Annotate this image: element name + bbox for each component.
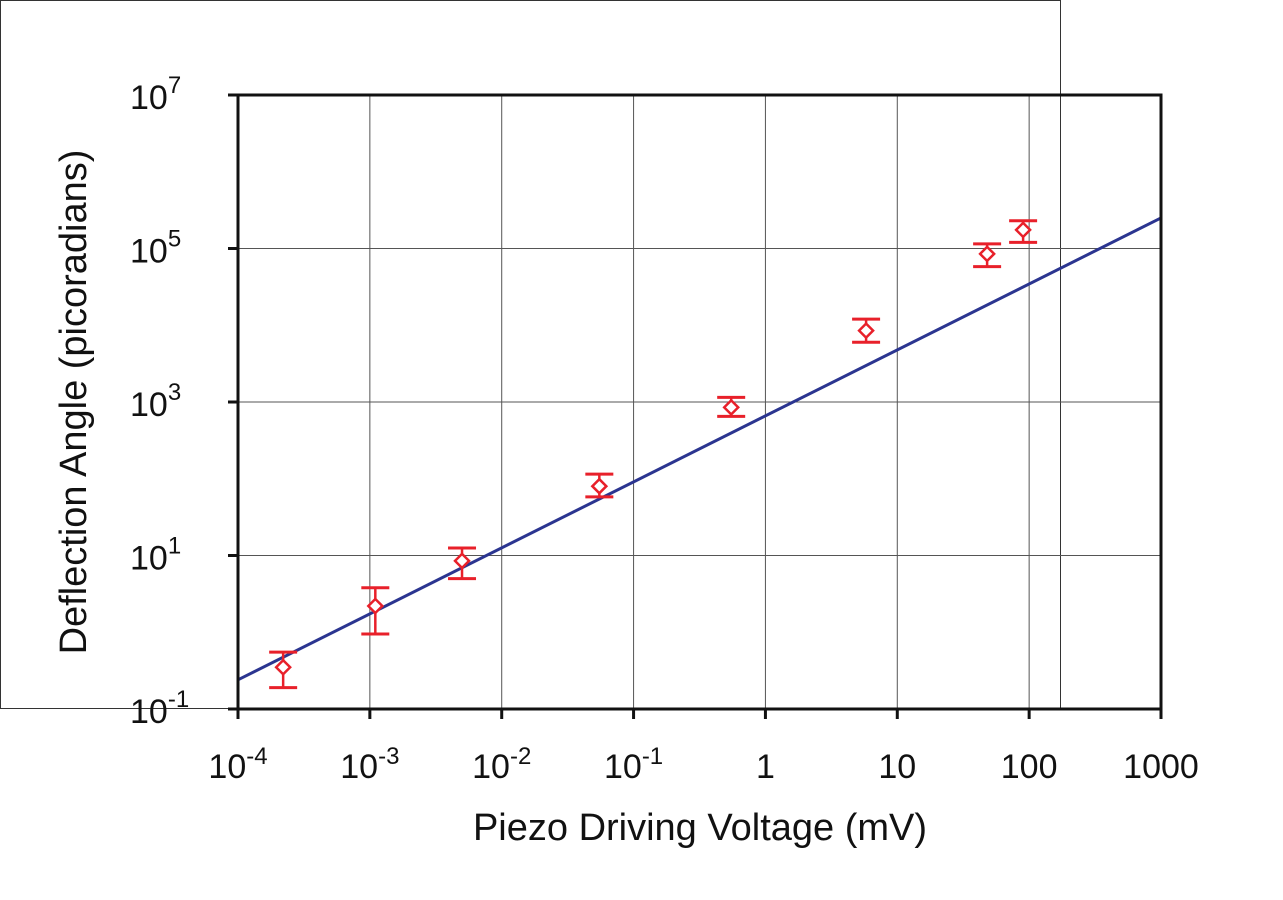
grid bbox=[238, 95, 1161, 709]
data-point bbox=[361, 586, 390, 636]
data-point bbox=[448, 546, 477, 581]
diamond-marker bbox=[1014, 221, 1032, 239]
y-axis-label: Deflection Angle (picoradians) bbox=[53, 150, 95, 655]
x-tick-label: 10-4 bbox=[208, 743, 267, 786]
fit-line-group bbox=[237, 216, 1162, 682]
y-tick-label: 103 bbox=[130, 379, 181, 424]
x-axis-label: Piezo Driving Voltage (mV) bbox=[473, 807, 927, 849]
diamond-marker bbox=[274, 658, 292, 677]
diamond-marker bbox=[857, 321, 875, 340]
x-tick-label: 1 bbox=[756, 748, 775, 786]
y-tick-label: 105 bbox=[130, 226, 181, 271]
x-tick-label: 10 bbox=[878, 748, 916, 786]
axis-ticks: 10-4 10-3 10-2 10-1 1 10 100 1000 10-1 101 103 105 1… bbox=[130, 72, 1199, 786]
y-tick-label: 107 bbox=[130, 72, 181, 117]
x-tick-label: 10-2 bbox=[472, 743, 531, 786]
y-tick-label: 101 bbox=[130, 533, 181, 578]
data-point bbox=[1009, 219, 1038, 244]
data-point bbox=[717, 395, 746, 418]
x-tick-label: 10-3 bbox=[340, 743, 399, 786]
x-tick-label: 10-1 bbox=[604, 743, 663, 786]
x-tick-label: 1000 bbox=[1123, 748, 1199, 786]
diamond-marker bbox=[453, 552, 471, 570]
data-point bbox=[269, 650, 298, 690]
diamond-marker bbox=[978, 245, 996, 263]
fit-line bbox=[237, 216, 1162, 682]
data-point bbox=[973, 242, 1002, 269]
diamond-marker bbox=[366, 597, 385, 615]
x-tick-label: 100 bbox=[1001, 748, 1058, 786]
data-point bbox=[585, 472, 614, 499]
y-tick-label: 10-1 bbox=[130, 686, 189, 731]
diamond-marker bbox=[590, 477, 609, 495]
diamond-marker bbox=[722, 398, 740, 417]
data-point bbox=[852, 317, 881, 344]
data-points bbox=[269, 219, 1038, 690]
